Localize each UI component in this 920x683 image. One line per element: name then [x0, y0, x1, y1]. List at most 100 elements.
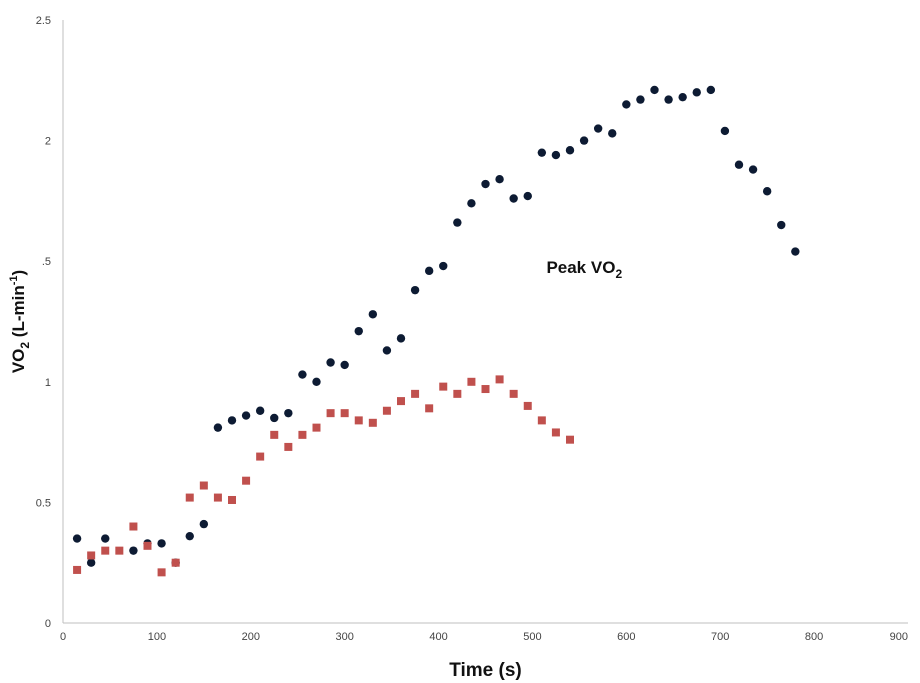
circle-data-point: [467, 199, 476, 208]
circle-data-point: [410, 285, 420, 295]
square-data-point: [270, 430, 279, 439]
circle-data-point: [298, 370, 307, 379]
x-axis-title: Time (s): [449, 660, 522, 681]
y-title-main: VO: [9, 349, 28, 374]
circle-data-point: [284, 408, 293, 418]
square-data-point: [171, 558, 180, 567]
x-tick-label: 100: [148, 631, 166, 643]
square-data-point: [115, 546, 124, 555]
y-title-end: ): [9, 270, 28, 276]
y-axis-title: VO2 (L-min-1): [8, 270, 32, 373]
circle-data-point: [509, 194, 518, 203]
square-data-point: [298, 430, 307, 439]
axes: [62, 20, 908, 624]
square-data-point: [537, 416, 546, 425]
square-data-point: [453, 389, 462, 398]
circle-data-point: [495, 174, 504, 184]
x-tick-label: 600: [617, 631, 635, 643]
circle-data-point: [579, 136, 589, 145]
square-data-point: [256, 452, 265, 461]
square-data-point: [551, 428, 560, 437]
x-tick-label: 900: [890, 631, 908, 643]
y-tick-label: 1: [45, 377, 51, 389]
data-points: [72, 85, 800, 577]
circle-data-point: [551, 150, 561, 160]
circle-data-point: [481, 179, 490, 189]
circle-data-point: [354, 326, 363, 336]
circle-data-point: [185, 531, 194, 541]
y-tick-labels: 0 0.5 1 .5 2 2.5: [36, 15, 51, 630]
x-tick-label: 400: [429, 631, 447, 643]
circle-data-point: [439, 261, 448, 271]
circle-data-point: [340, 360, 349, 370]
square-data-point: [73, 565, 82, 574]
square-data-point: [213, 493, 222, 502]
square-data-point: [326, 409, 335, 418]
circle-data-point: [748, 165, 758, 174]
annotation-text: Peak VO: [546, 258, 615, 277]
circle-data-point: [650, 85, 659, 95]
x-tick-label: 200: [242, 631, 260, 643]
circle-data-point: [777, 220, 786, 230]
square-data-point: [284, 442, 293, 451]
square-data-point: [425, 404, 434, 413]
square-data-point: [411, 389, 420, 398]
square-data-point: [340, 409, 349, 418]
circle-data-point: [664, 95, 673, 104]
circle-data-point: [86, 558, 96, 567]
y-tick-label: 2.5: [36, 15, 51, 27]
circle-data-point: [270, 413, 279, 423]
square-data-point: [509, 389, 518, 398]
square-data-point: [312, 423, 321, 432]
y-tick-label: .5: [42, 256, 51, 268]
circle-data-point: [636, 95, 645, 104]
circle-data-point: [157, 539, 166, 548]
circle-data-point: [608, 129, 617, 138]
y-title-sub: 2: [18, 342, 32, 349]
square-data-point: [495, 375, 504, 384]
y-tick-label: 0.5: [36, 497, 51, 509]
square-data-point: [439, 382, 448, 391]
y-title-sup: -1: [8, 275, 20, 285]
square-data-point: [143, 541, 152, 550]
x-tick-label: 0: [60, 631, 66, 643]
x-tick-label: 300: [335, 631, 353, 643]
circle-data-point: [734, 160, 744, 169]
circle-data-point: [396, 334, 406, 343]
circle-data-point: [72, 534, 82, 543]
circle-data-point: [312, 377, 321, 386]
square-data-point: [228, 495, 236, 504]
circle-data-point: [622, 100, 631, 109]
circle-data-point: [593, 124, 603, 133]
circle-data-point: [227, 416, 237, 425]
circle-data-point: [382, 346, 392, 355]
square-data-point: [354, 416, 363, 425]
y-tick-label: 2: [45, 136, 51, 148]
x-tick-label: 500: [523, 631, 541, 643]
square-data-point: [185, 493, 194, 502]
circle-data-point: [255, 406, 265, 415]
square-data-point: [566, 435, 574, 444]
circle-data-point: [453, 218, 462, 227]
square-data-point: [368, 418, 377, 427]
circle-data-point: [692, 88, 701, 97]
circle-data-point: [791, 247, 800, 256]
square-data-point: [397, 397, 405, 406]
circle-data-point: [706, 85, 716, 95]
square-data-point: [382, 406, 391, 415]
square-data-point: [87, 551, 96, 560]
x-tick-labels: 0 100 200 300 400 500 600 700 800 900: [60, 631, 908, 643]
peak-vo2-annotation: Peak VO2: [546, 258, 622, 281]
circle-data-point: [424, 266, 434, 276]
y-title-rest: (L-min: [9, 285, 28, 342]
circle-data-point: [101, 534, 110, 543]
circle-data-point: [326, 358, 335, 367]
square-data-point: [242, 476, 251, 485]
circle-data-point: [565, 146, 575, 155]
x-tick-label: 700: [711, 631, 729, 643]
circle-data-point: [523, 191, 532, 201]
circle-data-point: [241, 411, 251, 420]
circle-data-point: [129, 546, 138, 555]
square-data-point: [199, 481, 208, 490]
